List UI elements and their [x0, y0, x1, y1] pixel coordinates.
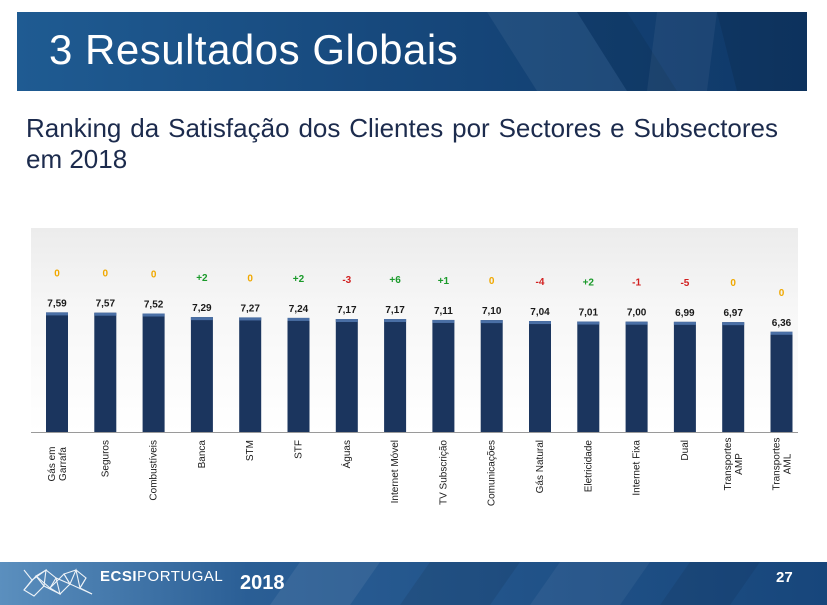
chart-bar-highlight [190, 317, 213, 321]
ranking-change-label: 0 [247, 273, 253, 284]
chart-bar-highlight [239, 317, 262, 321]
chart-bar [577, 321, 600, 432]
chart-title: Ranking da Satisfação dos Clientes por S… [26, 113, 778, 174]
ranking-change-label: 0 [151, 270, 157, 281]
bar-value-label: 7,52 [144, 300, 164, 311]
category-tick-label: Combustíveis [149, 440, 160, 501]
brand-light: PORTUGAL [137, 568, 224, 585]
category-tick-label: Dual [680, 440, 691, 461]
ranking-change-label: -5 [680, 278, 689, 289]
page-title: 3 Resultados Globais [49, 26, 459, 73]
category-tick-label: Internet Fixa [632, 440, 643, 496]
bar-value-label: 7,00 [627, 308, 647, 319]
chart-bar-highlight [432, 319, 455, 323]
chart-bar-highlight [722, 322, 745, 326]
title-banner: 3 Resultados Globais [17, 12, 807, 91]
bar-value-label: 7,17 [337, 305, 357, 316]
bar-value-label: 7,27 [240, 303, 260, 314]
chart-bar-highlight [94, 312, 117, 316]
chart-bar-highlight [529, 321, 551, 325]
chart-bar [239, 317, 262, 432]
bar-value-label: 7,04 [530, 307, 550, 318]
ranking-change-label: 0 [730, 278, 736, 289]
chart-bar-highlight [625, 321, 648, 325]
chart-bar-highlight [287, 317, 310, 321]
footer-stripes [270, 562, 760, 605]
ranking-change-label: 0 [54, 268, 60, 279]
bar-value-label: 7,01 [579, 308, 599, 319]
bar-value-label: 6,97 [723, 308, 743, 319]
chart-bar [480, 320, 503, 432]
chart-bar [335, 319, 358, 432]
chart-bar [529, 321, 551, 432]
category-tick-label: Gás emGarrafa [47, 446, 69, 481]
chart-bar [432, 319, 455, 432]
ranking-change-label: -1 [632, 278, 641, 289]
footer-brand: ECSIPORTUGAL [100, 568, 223, 585]
category-tick-label: Eletricidade [583, 440, 594, 493]
category-tick-label: TransportesAMP [723, 438, 745, 491]
category-tick-label: TV Subscrição [438, 440, 449, 505]
chart-bar-highlight [673, 321, 696, 325]
chart-bar-highlight [142, 313, 165, 317]
category-tick-label: Banca [197, 440, 208, 469]
category-tick-label: Comunicações [487, 440, 498, 506]
chart-bar [142, 313, 165, 432]
ranking-change-label: +6 [389, 275, 401, 286]
category-tick-label: Seguros [100, 440, 111, 477]
chart-bar-highlight [335, 319, 358, 323]
chart-bar [94, 312, 117, 432]
footer-year: 2018 [240, 572, 285, 594]
ranking-change-label: 0 [489, 276, 495, 287]
ranking-change-label: 0 [103, 269, 109, 280]
chart-bar [190, 317, 213, 432]
chart-bar [46, 312, 68, 432]
category-tick-label: TransportesAML [772, 438, 794, 491]
chart-bar-highlight [577, 321, 600, 325]
chart-bar-highlight [46, 312, 68, 316]
ranking-change-label: 0 [779, 288, 785, 299]
ranking-change-label: +2 [583, 278, 595, 289]
chart-bar-highlight [770, 331, 793, 335]
bar-value-label: 7,10 [482, 306, 502, 317]
chart-bar [384, 319, 407, 432]
category-tick-label: Internet Móvel [390, 440, 401, 503]
ranking-change-label: +2 [293, 274, 305, 285]
chart-bar-highlight [384, 319, 407, 323]
bar-value-label: 7,29 [192, 303, 212, 314]
bar-value-label: 7,11 [434, 306, 453, 317]
bar-chart: 7,59 0 Gás emGarrafa 7,57 0 Seguros 7,52 0 Combu… [31, 268, 798, 506]
ranking-change-label: +2 [196, 273, 208, 284]
category-tick-label: Gás Natural [535, 440, 546, 493]
chart-bar [287, 317, 310, 432]
bar-value-label: 7,59 [47, 298, 67, 309]
category-tick-label: STF [294, 440, 305, 459]
chart-bar [770, 331, 793, 432]
bar-value-label: 6,99 [675, 308, 695, 319]
brand-bold: ECSI [100, 568, 138, 585]
banner-stripes [487, 12, 807, 91]
ranking-change-label: +1 [438, 276, 450, 287]
bar-value-label: 7,24 [289, 304, 309, 315]
category-tick-label: STM [245, 440, 256, 461]
bar-value-label: 7,17 [385, 305, 405, 316]
ranking-change-label: -4 [536, 277, 545, 288]
chart-bar [673, 321, 696, 432]
bar-value-label: 7,57 [96, 299, 116, 310]
bar-value-label: 6,36 [772, 318, 792, 329]
category-tick-label: Águas [340, 440, 353, 468]
ranking-change-label: -3 [342, 275, 351, 286]
footer-bar [0, 562, 827, 605]
ecsi-network-logo-icon [23, 568, 93, 597]
chart-bar [722, 322, 745, 432]
chart-bar-highlight [480, 320, 503, 324]
chart-bar [625, 321, 648, 432]
page-number: 27 [776, 569, 793, 586]
